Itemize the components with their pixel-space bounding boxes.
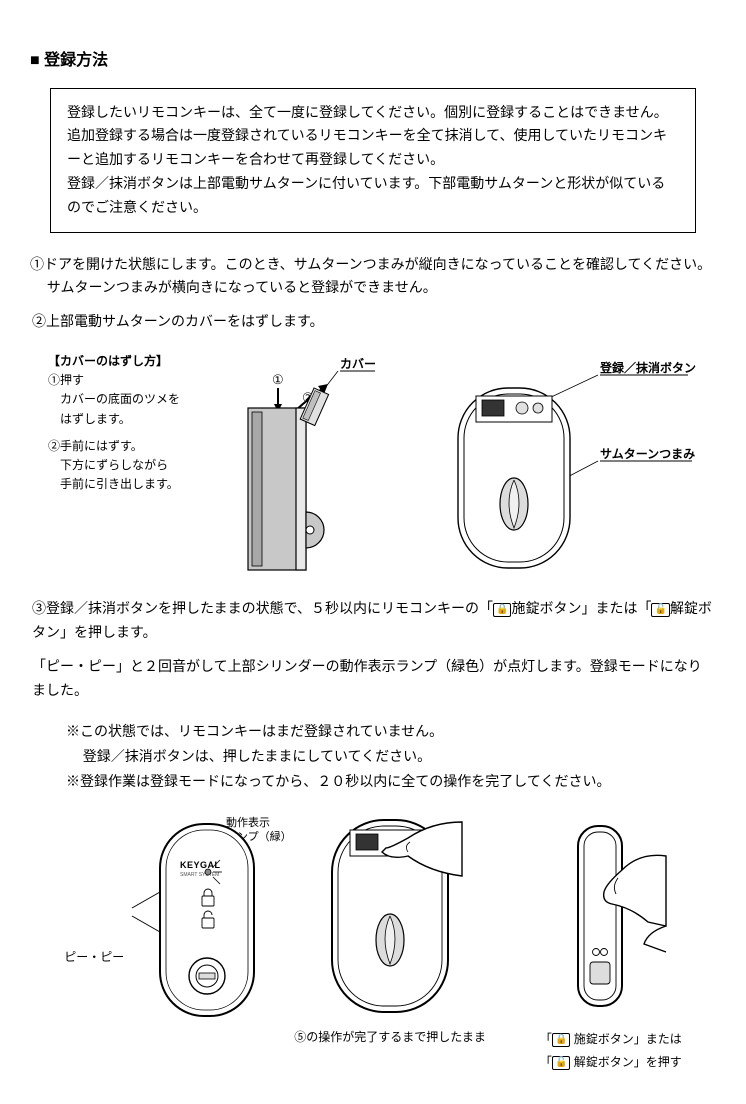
howto-s1-head: ①押す [48, 371, 180, 390]
diagram-row-2: ピー・ピー 動作表示 ランプ（緑） KEYGAL SMART SYSTEM [30, 812, 716, 1074]
note-1b: 登録／抹消ボタンは、押したままにしていてください。 [66, 744, 716, 769]
howto-title: 【カバーのはずし方】 [48, 352, 180, 371]
caption-center: ⑤の操作が完了するまで押したまま [294, 1028, 486, 1046]
cover-label: カバー [340, 357, 376, 371]
remote-key: 「🔒 施錠ボタン」または 「🔓 解錠ボタン」を押す [534, 812, 682, 1074]
howto-s2-body: 下方にずらしながら手前に引き出します。 [48, 456, 180, 494]
step-3: ③登録／抹消ボタンを押したままの状態で、５秒以内にリモコンキーの「🔒施錠ボタン」… [30, 597, 716, 645]
note-2: ※登録作業は登録モードになってから、２０秒以内に全ての操作を完了してください。 [66, 769, 716, 794]
caption-right-2b: 解錠ボタン」を押す [570, 1055, 681, 1069]
caption-right-1a: 「 [540, 1032, 552, 1046]
step3-a: ③登録／抹消ボタンを押したままの状態で、５秒以内にリモコンキーの「 [32, 600, 493, 616]
lock-open-icon: 🔓 [651, 603, 669, 617]
diagram-cover-removal: カバー ① ② [190, 352, 410, 583]
step-4: 「ピー・ピー」と２回音がして上部シリンダーの動作表示ランプ（緑色）が点灯します。… [30, 655, 716, 703]
front-unit: 動作表示 ランプ（緑） KEYGAL SMART SYSTEM [130, 812, 290, 1022]
note-1: ※この状態では、リモコンキーはまだ登録されていません。 [66, 719, 716, 744]
cover-howto: 【カバーのはずし方】 ①押す カバーの底面のツメをはずします。 ②手前にはずす。… [30, 352, 180, 494]
thumb-label: サムターンつまみ [600, 447, 695, 461]
lamp-label-1: 動作表示 [226, 815, 270, 829]
step-1: ①ドアを開けた状態にします。このとき、サムターンつまみが縦向きになっていることを… [30, 253, 716, 301]
notice-box: 登録したいリモコンキーは、全て一度に登録してください。個別に登録することはできま… [50, 88, 696, 233]
lock-open-icon-2: 🔓 [552, 1056, 570, 1070]
caption-right-1b: 施錠ボタン」または [570, 1032, 681, 1046]
caption-right-2a: 「 [540, 1055, 552, 1069]
step-2: ②上部電動サムターンのカバーをはずします。 [30, 310, 716, 334]
section-title: ■ 登録方法 [30, 48, 716, 74]
press-internal: ⑤の操作が完了するまで押したまま [294, 812, 486, 1046]
howto-s1-body: カバーの底面のツメをはずします。 [48, 390, 180, 428]
step3-b: 施錠ボタン」または「 [511, 600, 651, 616]
caption-right: 「🔒 施錠ボタン」または 「🔓 解錠ボタン」を押す [534, 1028, 682, 1074]
notice-p1: 登録したいリモコンキーは、全て一度に登録してください。個別に登録することはできま… [67, 101, 679, 172]
lock-closed-icon-2: 🔒 [552, 1033, 570, 1047]
notice-p2: 登録／抹消ボタンは上部電動サムターンに付いています。下部電動サムターンと形状が似… [67, 172, 679, 220]
reg-btn-label: 登録／抹消ボタン [599, 360, 696, 375]
beep-label: ピー・ピー [64, 918, 126, 967]
diagram-internal: 登録／抹消ボタン サムターンつまみ [420, 352, 710, 583]
howto-s2-head: ②手前にはずす。 [48, 437, 180, 456]
sub-notes: ※この状態では、リモコンキーはまだ登録されていません。 登録／抹消ボタンは、押し… [66, 719, 716, 795]
diagram-row-1: 【カバーのはずし方】 ①押す カバーの底面のツメをはずします。 ②手前にはずす。… [30, 352, 716, 583]
circ1: ① [272, 372, 284, 387]
lock-closed-icon: 🔒 [493, 603, 511, 617]
